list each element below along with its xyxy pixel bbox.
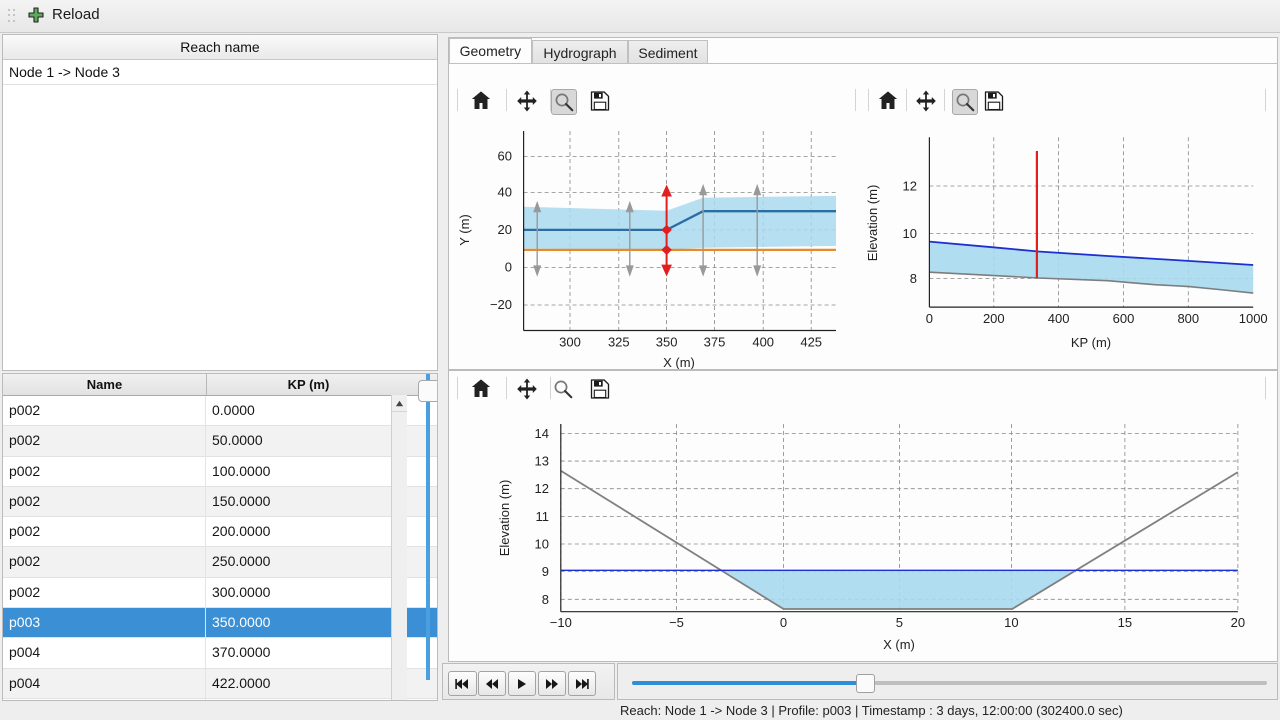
svg-text:KP (m): KP (m) — [1071, 335, 1111, 350]
svg-text:10: 10 — [535, 537, 549, 552]
svg-text:8: 8 — [910, 271, 917, 286]
svg-text:15: 15 — [1118, 615, 1132, 630]
svg-text:10: 10 — [1004, 615, 1018, 630]
svg-text:11: 11 — [536, 509, 550, 524]
svg-text:9: 9 — [542, 564, 549, 579]
svg-text:Elevation (m): Elevation (m) — [497, 480, 512, 557]
svg-text:200: 200 — [983, 311, 1005, 326]
svg-text:10: 10 — [903, 226, 917, 241]
svg-text:12: 12 — [535, 481, 549, 496]
svg-text:−10: −10 — [550, 615, 572, 630]
svg-text:8: 8 — [542, 592, 549, 607]
svg-text:12: 12 — [903, 179, 917, 194]
svg-text:13: 13 — [535, 454, 549, 469]
svg-text:0: 0 — [926, 311, 933, 326]
svg-text:Elevation (m): Elevation (m) — [865, 185, 880, 262]
svg-text:1000: 1000 — [1239, 311, 1268, 326]
svg-text:600: 600 — [1113, 311, 1135, 326]
svg-text:20: 20 — [1231, 615, 1245, 630]
svg-text:X (m): X (m) — [883, 637, 915, 652]
svg-text:14: 14 — [535, 426, 549, 441]
svg-text:800: 800 — [1177, 311, 1199, 326]
svg-text:400: 400 — [1048, 311, 1070, 326]
svg-text:0: 0 — [780, 615, 787, 630]
svg-text:5: 5 — [896, 615, 903, 630]
svg-text:−5: −5 — [669, 615, 684, 630]
